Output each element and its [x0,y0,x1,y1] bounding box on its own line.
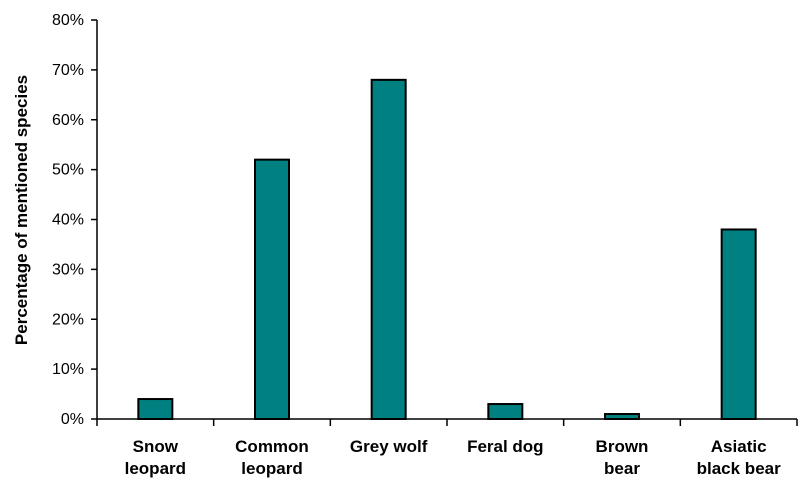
y-tick-label: 20% [52,311,84,328]
bar [487,403,524,421]
y-tick-label: 70% [52,62,84,79]
y-tick-label: 30% [52,261,84,278]
bar [720,228,757,420]
x-tick-label: Brown bear [596,437,649,478]
x-axis: Snow leopard Common leopard Grey wolf Feral d… [96,418,798,478]
bar [137,398,174,420]
y-tick-label: 10% [52,361,84,378]
y-tick-label: 80% [52,12,84,29]
y-axis-title: Percentage of mentioned species [12,75,31,345]
y-tick-label: 60% [52,112,84,129]
y-tick-label: 40% [52,212,84,229]
x-tick-label: Snow leopard [125,437,186,478]
y-tick-label: 0% [61,411,84,428]
y-tick-label: 50% [52,162,84,179]
x-tick-label: Common leopard [235,437,309,478]
bar [604,413,640,421]
x-tick-label: Feral dog [467,437,544,456]
bars [137,78,757,421]
x-tick-label: Grey wolf [350,437,428,456]
y-axis: 0% 10% 20% 30% 40% 50% 60% 70% 80% [52,12,98,428]
bar [254,158,290,420]
x-tick-label: Asiatic black bear [697,437,781,478]
bar [370,78,407,420]
